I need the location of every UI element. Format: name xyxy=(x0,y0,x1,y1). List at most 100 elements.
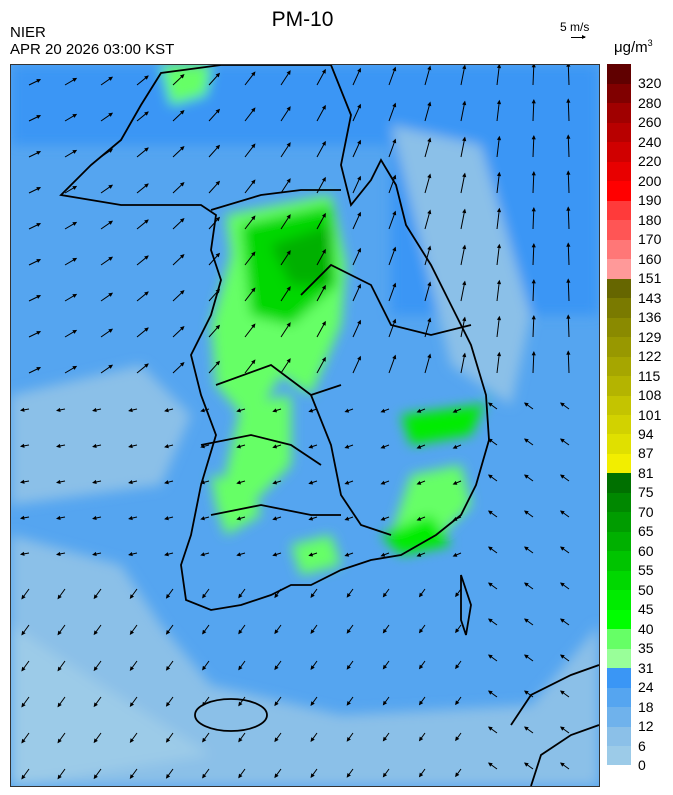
wind-arrow-head xyxy=(251,359,256,365)
wind-arrow xyxy=(532,208,535,230)
wind-arrow-head xyxy=(321,284,326,290)
wind-arrow-head xyxy=(93,594,98,600)
wind-arrow-head xyxy=(487,438,493,443)
wind-arrow-head xyxy=(416,552,422,557)
wind-arrow-head xyxy=(72,293,78,298)
wind-arrow-head xyxy=(310,701,315,706)
wind-arrow-head xyxy=(215,252,221,258)
wind-arrow-head xyxy=(310,737,315,742)
colorbar-band xyxy=(607,472,631,493)
wind-arrow xyxy=(532,280,535,302)
wind-arrow-head xyxy=(36,151,42,155)
wind-arrow-head xyxy=(286,178,291,183)
wind-arrow-head xyxy=(19,515,25,520)
colorbar-tick-label: 40 xyxy=(638,620,654,637)
wind-arrow-head xyxy=(202,665,207,671)
wind-arrow-head xyxy=(251,287,256,293)
unit-base: μg/m xyxy=(614,39,648,56)
wind-arrow-head xyxy=(531,170,536,176)
wind-arrow-head xyxy=(165,737,171,743)
colorbar-tick-label: 320 xyxy=(638,75,662,92)
unit-exponent: 3 xyxy=(647,38,653,48)
wind-arrow-head xyxy=(321,248,326,254)
wind-arrow-head xyxy=(108,220,114,225)
wind-arrow-head xyxy=(93,774,98,780)
colorbar-band xyxy=(607,745,631,766)
wind-arrow-head xyxy=(72,185,78,190)
unit-label: μg/m3 xyxy=(614,38,653,56)
wind-arrow-head xyxy=(531,134,536,140)
wind-arrow-head xyxy=(215,360,221,366)
wind-arrow-head xyxy=(286,142,291,147)
wind-arrow-head xyxy=(427,281,432,287)
wind-arrow-head xyxy=(129,774,135,779)
wind-arrow-head xyxy=(357,175,361,181)
wind-arrow-head xyxy=(179,326,185,331)
wind-arrow-head xyxy=(559,762,565,767)
wind-arrow-head xyxy=(36,367,42,371)
wind-arrow-head xyxy=(344,552,350,557)
wind-arrow-head xyxy=(462,316,467,322)
wind-arrow-head xyxy=(523,438,529,443)
wind-arrow-head xyxy=(559,690,565,695)
wind-arrow-head xyxy=(531,206,536,212)
wind-arrow-head xyxy=(93,630,98,636)
wind-arrow xyxy=(532,65,535,86)
wind-arrow-head xyxy=(57,630,62,636)
wind-arrow-head xyxy=(566,65,571,67)
wind-arrow-head xyxy=(202,593,207,599)
wind-arrow-head xyxy=(236,408,241,413)
japan-coast xyxy=(510,664,599,786)
wind-arrow-head xyxy=(382,736,388,742)
wind-arrow xyxy=(567,315,570,338)
wind-arrow-head xyxy=(462,208,467,214)
wind-arrow-head xyxy=(357,103,361,109)
wind-arrow-head xyxy=(357,139,361,145)
colorbar-band xyxy=(607,297,631,318)
wind-arrow-head xyxy=(164,480,169,485)
wind-arrow-head xyxy=(559,474,565,479)
colorbar-band xyxy=(607,492,631,513)
wind-arrow-head xyxy=(272,408,278,413)
colorbar-tick-label: 108 xyxy=(638,387,662,404)
wind-arrow xyxy=(567,99,570,122)
wind-arrow-head xyxy=(566,350,571,355)
wind-arrow-head xyxy=(418,628,424,634)
wind-arrow-head xyxy=(236,480,241,485)
wind-arrow xyxy=(567,279,570,302)
wind-arrow-head xyxy=(108,76,114,81)
wind-arrow-head xyxy=(357,355,361,361)
wind-arrow-head xyxy=(56,515,61,520)
wind-arrow xyxy=(460,281,466,302)
colorbar-tick-label: 0 xyxy=(638,757,646,773)
wind-arrow-head xyxy=(382,664,388,670)
wind-arrow-head xyxy=(455,628,460,634)
wind-arrow-head xyxy=(455,592,460,598)
colorbar-tick-label: 122 xyxy=(638,348,662,365)
colorbar-tick-label: 220 xyxy=(638,153,662,170)
wind-arrow-head xyxy=(357,247,361,253)
wind-arrow-head xyxy=(179,74,185,79)
wind-arrow-head xyxy=(238,701,243,707)
colorbar-band xyxy=(607,278,631,299)
wind-arrow-head xyxy=(416,408,422,413)
province-border xyxy=(310,394,392,536)
wind-arrow-head xyxy=(215,144,221,150)
wind-arrow-head xyxy=(496,171,502,177)
wind-arrow-head xyxy=(310,773,315,778)
forecast-datetime: APR 20 2026 03:00 KST xyxy=(10,41,175,58)
colorbar-tick-label: 115 xyxy=(638,367,661,384)
wind-arrow-head xyxy=(286,214,291,219)
wind-arrow-head xyxy=(144,291,149,296)
colorbar-band xyxy=(607,64,631,84)
wind-arrow-head xyxy=(200,408,205,413)
colorbar-band xyxy=(607,531,631,552)
wind-arrow-head xyxy=(566,134,571,139)
wind-arrow-head xyxy=(418,772,424,778)
colorbar-tick-label: 94 xyxy=(638,425,654,442)
wind-arrow-head xyxy=(427,209,432,215)
wind-arrow-head xyxy=(93,738,98,744)
colorbar-band xyxy=(607,570,631,591)
colorbar-tick-label: 65 xyxy=(638,523,654,540)
colorbar-tick-label: 55 xyxy=(638,562,654,579)
